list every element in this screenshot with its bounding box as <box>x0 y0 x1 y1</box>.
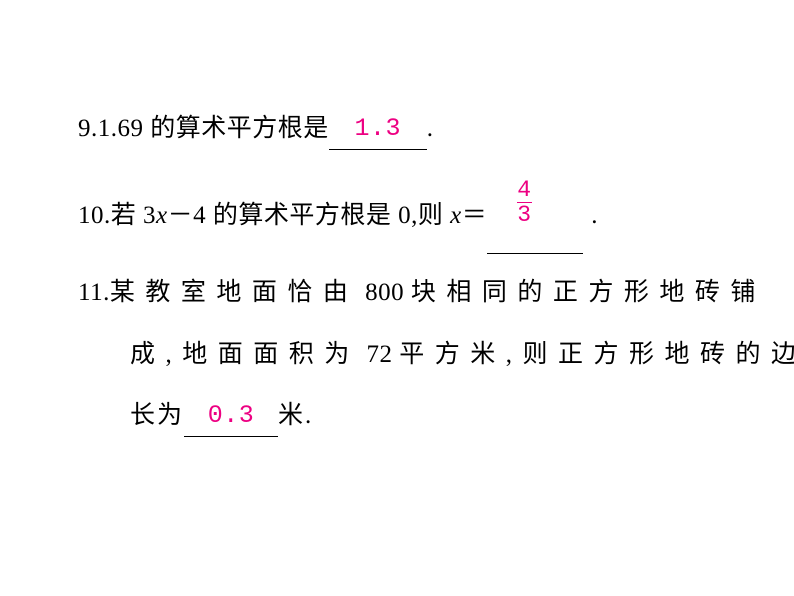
q10-frac-den: 3 <box>517 204 531 226</box>
q10-underline <box>487 253 583 254</box>
problem-10: 10.若 3x－4 的算术平方根是 0,则 x＝43. <box>78 193 598 235</box>
problem-11: 11.某教室地面恰由 800 块相同的正方形地砖铺 成,地面面积为 72 平方米… <box>78 274 794 437</box>
page: { "answer_color": "#ed0082", "text_color… <box>0 0 794 596</box>
problem-9: 9.1.69 的算术平方根是 1.3. <box>78 110 433 150</box>
q11-blank: 0.3 <box>184 397 278 437</box>
q9-blank: 1.3 <box>329 110 427 150</box>
q10-frac-num: 4 <box>517 179 531 201</box>
q10-text-mid1: －4 的算术平方根是 0,则 <box>168 202 451 229</box>
q11-number: 11. <box>78 279 110 306</box>
q10-blank: 43 <box>487 193 583 223</box>
q10-var-x1: x <box>156 202 168 229</box>
q11-line2: 成,地面面积为 72 平方米,则正方形地砖的边 <box>78 336 794 374</box>
q9-text-before: 1.69 的算术平方根是 <box>98 115 329 142</box>
q11-line1: 11.某教室地面恰由 800 块相同的正方形地砖铺 <box>78 274 794 312</box>
q11-l3-p2: 米. <box>278 402 313 429</box>
q11-answer: 0.3 <box>208 401 255 430</box>
q9-number: 9. <box>78 115 98 142</box>
q11-l1-p2: 块相同的正方形地砖铺 <box>411 279 766 306</box>
q9-answer: 1.3 <box>355 114 402 143</box>
q10-var-x2: x <box>450 202 462 229</box>
q9-text-after: . <box>427 115 433 142</box>
q10-text-before: 若 3 <box>111 202 156 229</box>
q11-l1-num: 800 <box>358 279 411 306</box>
q11-l3-p1: 长为 <box>130 402 184 429</box>
q10-text-after: . <box>591 202 597 229</box>
q11-l1-p1: 某教室地面恰由 <box>110 279 359 306</box>
q10-fraction: 43 <box>517 179 531 226</box>
q11-l2-num: 72 <box>360 341 400 368</box>
q10-answer-wrapper: 43 <box>517 177 531 226</box>
q10-text-mid2: ＝ <box>462 202 488 229</box>
q11-l2-p2: 平方米,则正方形地砖的边 <box>399 341 794 368</box>
q10-number: 10. <box>78 202 111 229</box>
q11-l2-p1: 成,地面面积为 <box>130 341 360 368</box>
q11-line3: 长为 0.3 米. <box>78 397 794 437</box>
q9-line: 9.1.69 的算术平方根是 1.3. <box>78 115 433 142</box>
q10-line: 10.若 3x－4 的算术平方根是 0,则 x＝43. <box>78 202 598 229</box>
